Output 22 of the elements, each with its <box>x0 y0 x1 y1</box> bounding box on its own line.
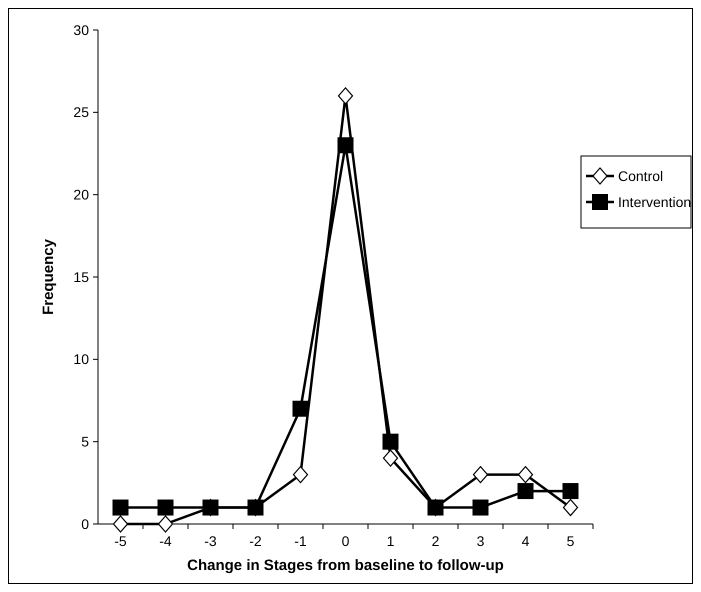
legend-label: Intervention <box>618 194 692 210</box>
y-tick-label: 0 <box>81 516 90 532</box>
x-tick-label: 5 <box>566 533 575 549</box>
x-tick-label: -5 <box>114 533 127 549</box>
x-tick-label: 0 <box>342 533 350 549</box>
x-tick-label: 4 <box>522 533 530 549</box>
y-tick-label: 30 <box>73 22 90 38</box>
x-tick-label: 3 <box>476 533 485 549</box>
x-tick-label: 2 <box>432 533 440 549</box>
y-tick-label: 10 <box>73 351 90 368</box>
y-tick-label: 25 <box>73 104 90 120</box>
x-tick-label: -4 <box>159 533 172 549</box>
y-tick-label: 5 <box>81 434 90 450</box>
legend-label: Control <box>618 168 664 184</box>
x-tick-label: -1 <box>294 533 307 549</box>
y-tick-label: 20 <box>73 186 90 203</box>
y-tick-label: 15 <box>73 268 90 285</box>
y-axis-title: Frequency <box>40 238 57 315</box>
x-tick-label: 1 <box>386 533 395 549</box>
x-tick-label: -3 <box>204 533 217 549</box>
x-axis-title: Change in Stages from baseline to follow-up <box>187 557 504 574</box>
x-tick-label: -2 <box>249 533 262 549</box>
